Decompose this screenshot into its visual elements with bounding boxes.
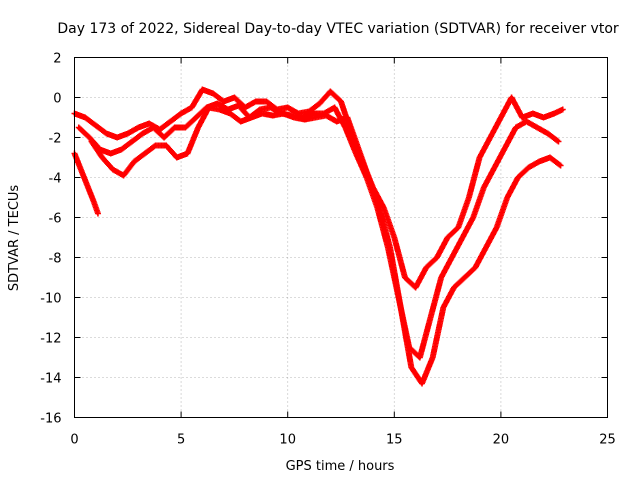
x-axis-label: GPS time / hours: [286, 459, 395, 474]
x-tick-label: 25: [599, 433, 616, 448]
x-tick-label: 0: [70, 433, 78, 448]
y-axis-label: SDTVAR / TECUs: [7, 185, 22, 292]
y-tick-label: -16: [40, 412, 61, 427]
x-tick-label: 10: [279, 433, 296, 448]
y-tick-label: -2: [49, 132, 62, 147]
y-tick-label: -8: [49, 252, 62, 267]
y-tick-label: 0: [53, 92, 61, 107]
series-track-1: [71, 150, 101, 217]
x-tick-label: 20: [493, 433, 510, 448]
data-point: [94, 210, 101, 217]
y-tick-label: -10: [40, 292, 61, 307]
series-track-4: [88, 104, 564, 387]
grid-lines: [74, 57, 608, 418]
y-tick-label: -14: [40, 372, 61, 387]
chart-title: Day 173 of 2022, Sidereal Day-to-day VTE…: [57, 21, 619, 37]
data-marks: [71, 86, 566, 387]
y-tick-label: -6: [49, 212, 62, 227]
x-tick-label: 15: [386, 433, 403, 448]
data-point: [555, 138, 562, 145]
data-point: [556, 161, 563, 168]
y-tick-label: 2: [53, 52, 61, 67]
data-point: [557, 162, 564, 169]
plot-frame: [74, 57, 608, 418]
y-tick-label: -4: [49, 172, 62, 187]
y-tick-label: -12: [40, 332, 61, 347]
data-point: [559, 106, 566, 113]
x-tick-label: 5: [177, 433, 185, 448]
data-point: [554, 137, 561, 144]
